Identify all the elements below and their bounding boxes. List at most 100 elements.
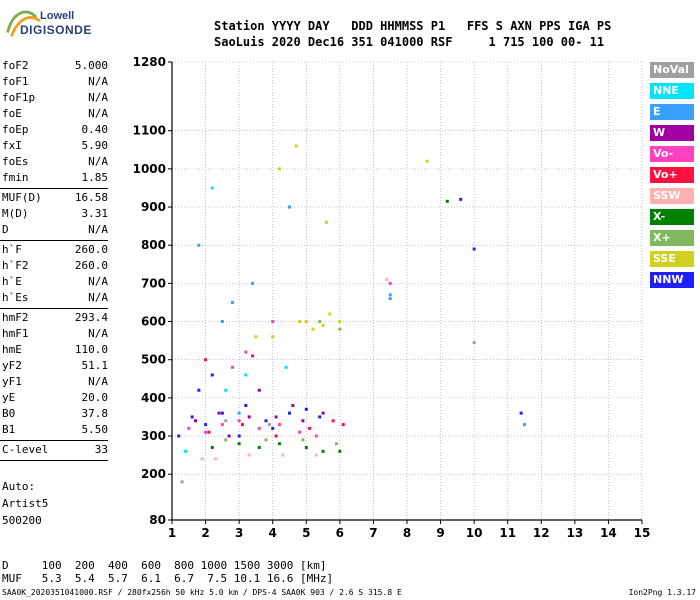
x-tick-label: 11 — [499, 526, 516, 540]
data-point-nnw — [304, 407, 308, 411]
param-name: fxI — [2, 139, 22, 152]
data-point-vo — [274, 434, 278, 438]
param-row-ye: yE 20.0 — [2, 391, 108, 405]
param-name: MUF(D) — [2, 191, 42, 204]
param-row-b1: B1 5.50 — [2, 423, 108, 437]
data-point-sse — [277, 167, 281, 171]
data-point-nnw — [190, 415, 194, 419]
data-point-vo — [298, 430, 302, 434]
data-point-noval — [267, 423, 271, 427]
param-value: 37.8 — [81, 407, 109, 420]
param-row-yf1: yF1 N/A — [2, 375, 108, 389]
x-tick-label: 6 — [336, 526, 344, 540]
x-tick-label: 8 — [403, 526, 411, 540]
x-tick-label: 12 — [533, 526, 550, 540]
param-value: 5.90 — [81, 139, 109, 152]
data-point-sse — [328, 312, 332, 316]
data-point-vo — [244, 350, 248, 354]
data-point-noval — [180, 480, 184, 484]
legend-item-w: W — [650, 125, 694, 141]
data-point-vo — [207, 430, 211, 434]
param-row-hf2: h`F2 260.0 — [2, 259, 108, 273]
data-point-nne — [244, 373, 248, 377]
data-point-e — [220, 320, 224, 324]
param-row-hes: h`Es N/A — [2, 291, 108, 305]
x-tick-label: 7 — [369, 526, 377, 540]
param-name: B1 — [2, 423, 16, 436]
data-point-w — [194, 419, 197, 423]
data-point-nne — [183, 449, 187, 453]
auto-code: 500200 — [2, 514, 42, 527]
data-point-nnw — [177, 434, 181, 438]
y-tick-label: 80 — [149, 513, 166, 527]
y-tick-label: 800 — [141, 238, 166, 252]
param-value: 1.85 — [81, 171, 109, 184]
data-point-nnw — [210, 373, 214, 377]
data-point-x — [257, 445, 261, 449]
x-tick-label: 4 — [269, 526, 277, 540]
data-point-ssw — [314, 453, 318, 457]
param-row-fof1: foF1 N/A — [2, 75, 108, 89]
param-row-hf: h`F 260.0 — [2, 243, 108, 257]
data-point-x — [301, 438, 305, 442]
data-point-nnw — [204, 423, 208, 427]
y-tick-label: 400 — [141, 391, 166, 405]
param-value: 16.58 — [74, 191, 108, 204]
data-point-vo — [251, 354, 255, 358]
param-name: hmE — [2, 343, 22, 356]
data-point-w — [274, 415, 278, 419]
param-row-b0: B0 37.8 — [2, 407, 108, 421]
logo-swoosh-orange — [10, 16, 41, 37]
legend-item-x: X- — [650, 209, 694, 225]
data-point-w — [321, 411, 325, 415]
data-point-nnw — [220, 411, 224, 415]
data-point-nnw — [197, 388, 201, 392]
data-point-vo — [388, 281, 392, 285]
data-point-sse — [294, 144, 298, 148]
data-point-e — [388, 293, 392, 297]
data-point-w — [217, 411, 221, 415]
data-point-ssw — [247, 453, 251, 457]
data-point-nne — [210, 186, 214, 190]
param-name: hmF1 — [2, 327, 29, 340]
param-row-fmin: fmin 1.85 — [2, 171, 108, 185]
data-point-vo — [341, 423, 345, 427]
x-tick-label: 5 — [302, 526, 310, 540]
data-point-nnw — [519, 411, 523, 415]
logo-digisonde: DIGISONDE — [20, 23, 92, 37]
param-row-foes: foEs N/A — [2, 155, 108, 169]
param-row-d: D N/A — [2, 223, 108, 237]
data-point-x — [335, 442, 338, 446]
param-separator — [0, 240, 108, 241]
param-name: yF1 — [2, 375, 22, 388]
data-point-nnw — [472, 247, 476, 251]
y-tick-label: 1000 — [133, 162, 166, 176]
y-tick-label: 600 — [141, 315, 166, 329]
data-point-sse — [321, 323, 325, 327]
x-tick-label: 10 — [466, 526, 483, 540]
data-point-noval — [224, 419, 228, 423]
param-row-mufd: MUF(D) 16.58 — [2, 191, 108, 205]
param-name: fmin — [2, 171, 29, 184]
data-point-sse — [298, 320, 302, 324]
header-columns: Station YYYY DAY DDD HHMMSS P1 FFS S AXN… — [214, 19, 612, 33]
param-separator — [0, 188, 108, 189]
muf-distance-row: D 100 200 400 600 800 1000 1500 3000 [km… — [2, 559, 327, 572]
data-point-vo — [220, 423, 224, 427]
param-separator — [0, 308, 108, 309]
data-point-vo — [271, 320, 275, 324]
data-point-nnw — [237, 434, 241, 438]
param-row-foe: foE N/A — [2, 107, 108, 121]
data-point-x — [210, 445, 214, 449]
data-point-vo — [241, 423, 244, 427]
data-point-w — [301, 419, 305, 423]
param-separator — [0, 440, 108, 441]
footer-file-info: SAA0K_2020351041000.RSF / 280fx256h 50 k… — [2, 588, 402, 597]
data-point-sse — [311, 327, 315, 331]
data-point-vo — [257, 426, 261, 430]
data-point-ssw — [214, 457, 218, 461]
param-value: 5.50 — [81, 423, 109, 436]
x-tick-label: 9 — [436, 526, 444, 540]
data-point-nnw — [271, 426, 275, 430]
data-point-sse — [324, 220, 328, 224]
